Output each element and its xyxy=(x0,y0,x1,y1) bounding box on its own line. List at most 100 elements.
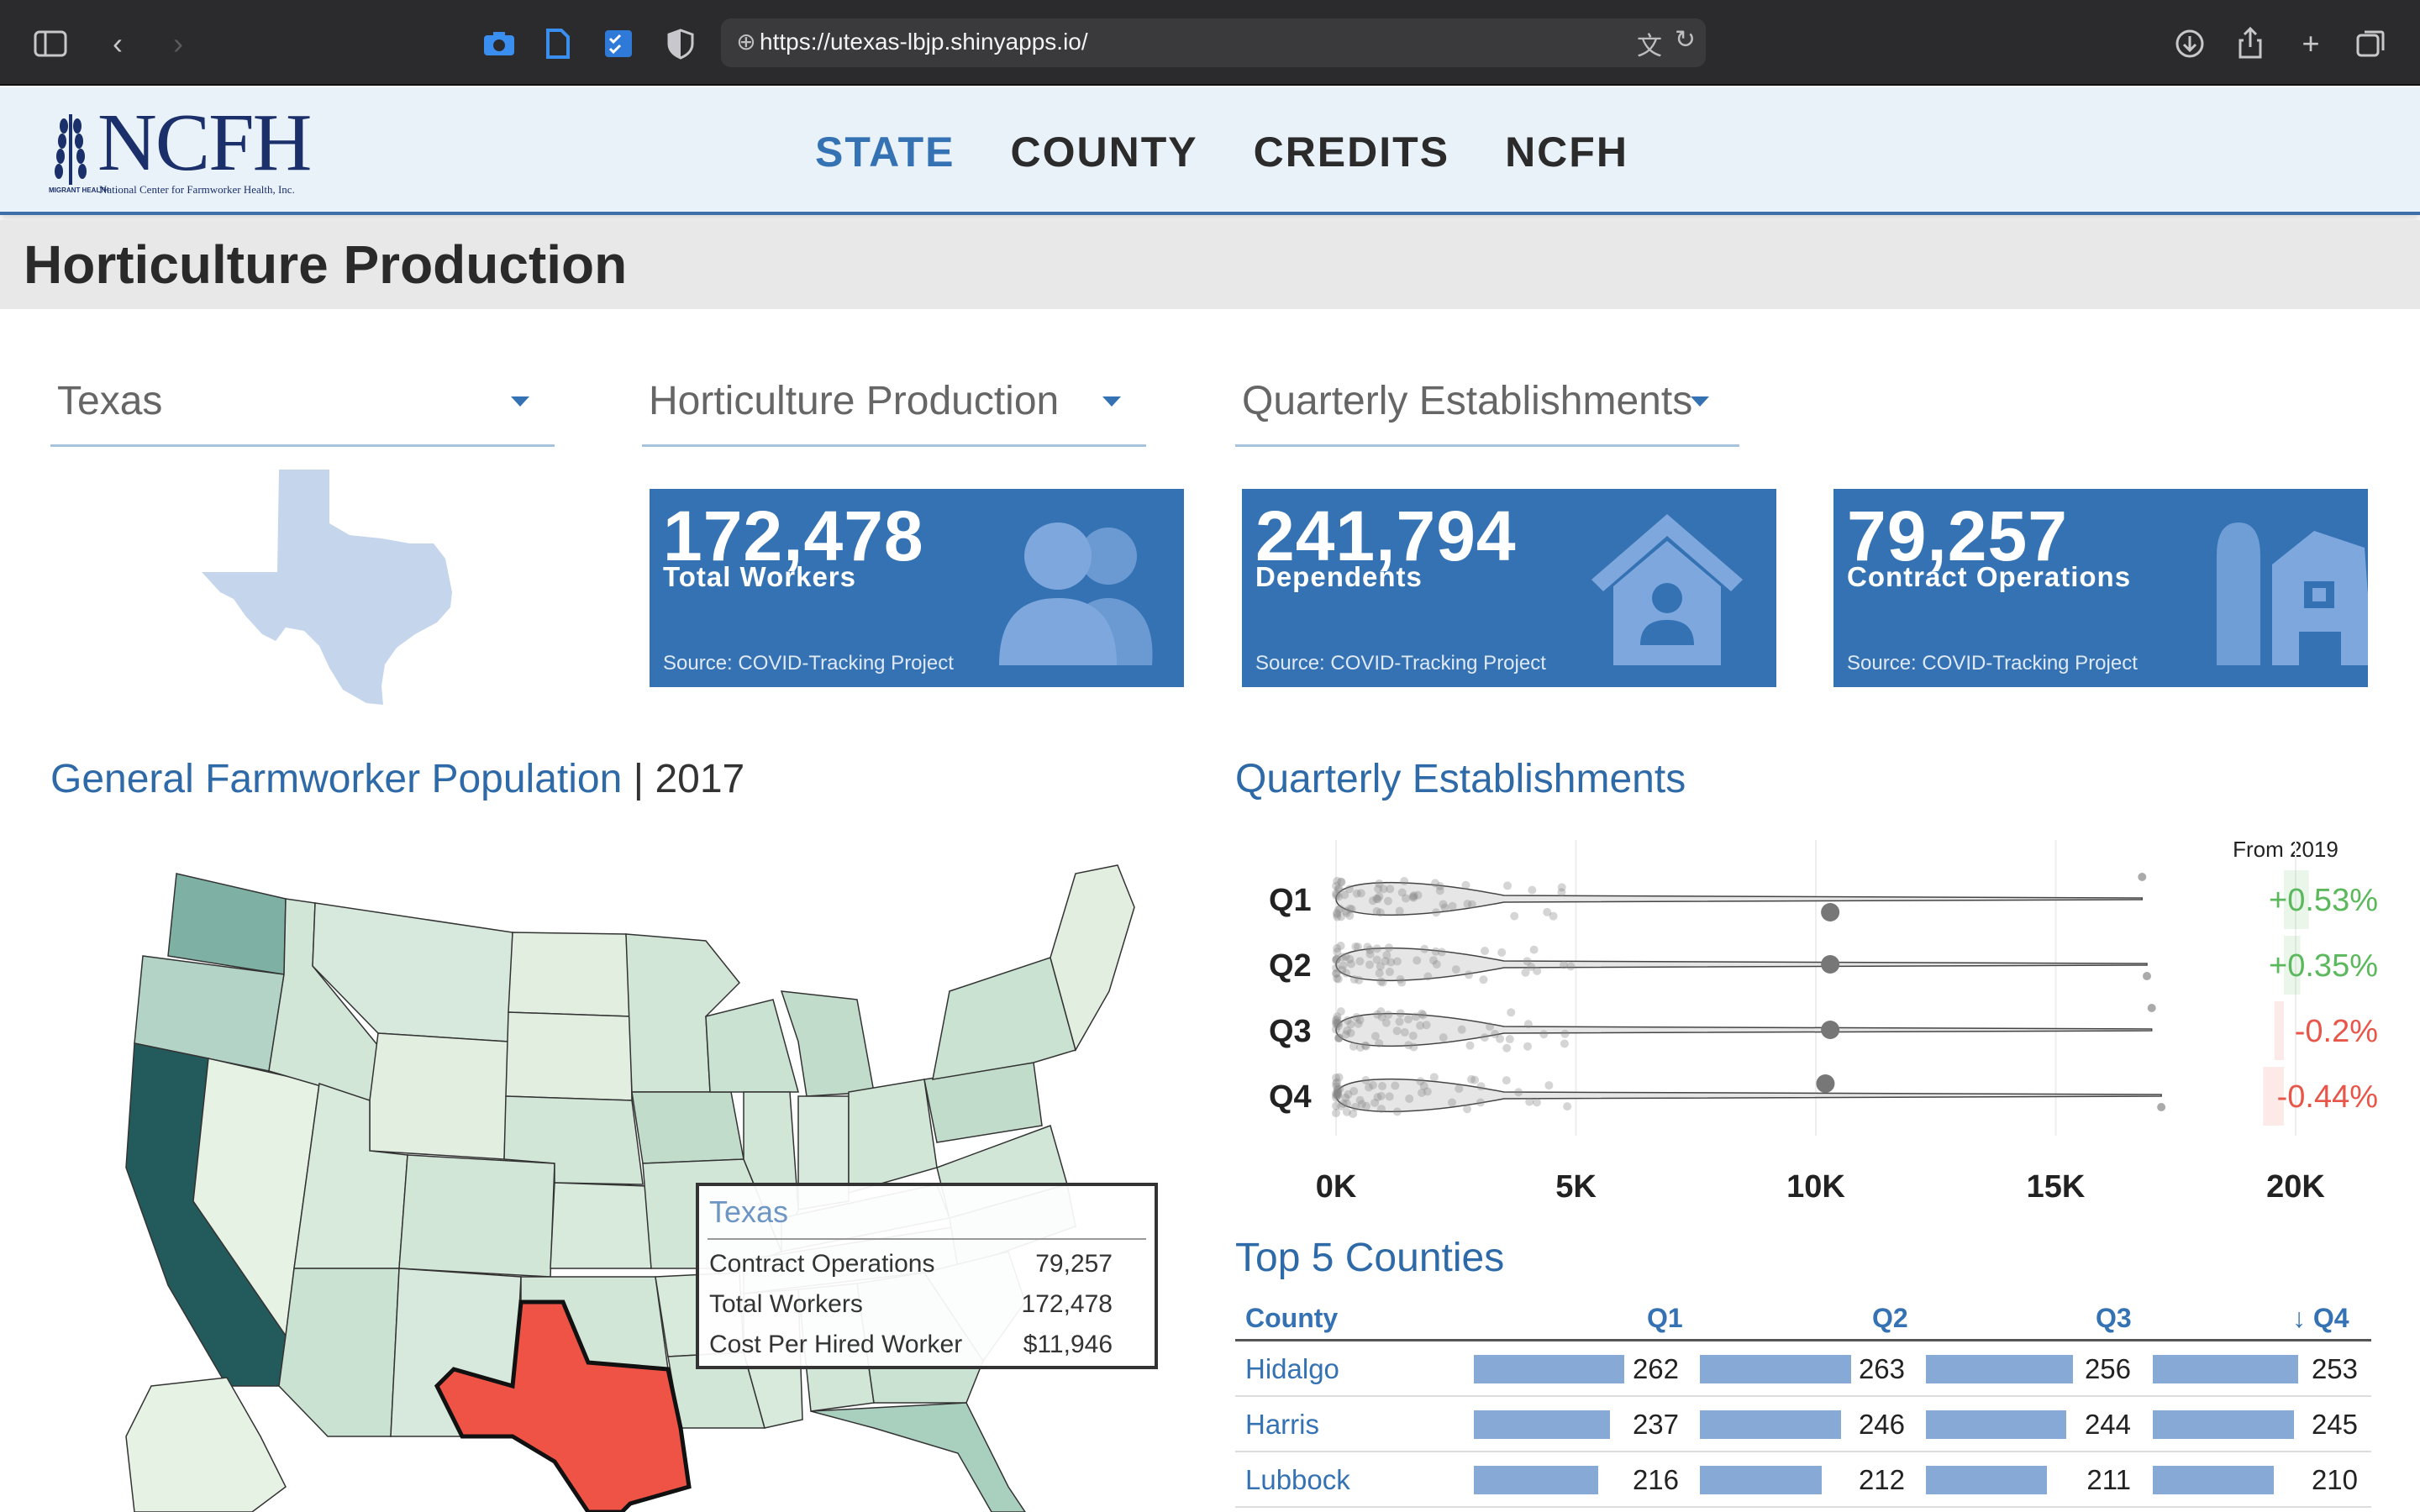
data-point xyxy=(1339,1100,1348,1109)
data-point xyxy=(1525,1097,1534,1106)
col-header-county[interactable]: County xyxy=(1245,1303,1339,1333)
downloads-icon[interactable] xyxy=(2171,25,2208,62)
map-state-kansas[interactable] xyxy=(550,1182,652,1269)
nav-credits[interactable]: CREDITS xyxy=(1253,129,1450,176)
col-header-q2[interactable]: Q2 xyxy=(1872,1303,1908,1333)
map-state-arizona[interactable] xyxy=(278,1268,400,1437)
data-point xyxy=(1384,943,1393,953)
data-point xyxy=(1376,1091,1386,1100)
data-point xyxy=(1334,1019,1343,1028)
address-bar[interactable]: ⊕ https://utexas-lbjp.shinyapps.io/ 文 ↻ xyxy=(721,18,1706,67)
house-user-icon xyxy=(1591,514,1743,665)
back-icon[interactable]: ‹ xyxy=(113,26,123,60)
metric-select[interactable]: Quarterly Establishments xyxy=(1235,370,1739,447)
data-point xyxy=(1496,1034,1505,1043)
nav-ncfh[interactable]: NCFH xyxy=(1505,129,1628,176)
top-counties-table: County Q1 Q2 Q3 ↓ Q4 Hidalgo 262 263 256 253… xyxy=(1235,1298,2371,1508)
data-point xyxy=(1400,877,1409,886)
data-point xyxy=(1510,911,1519,921)
data-point xyxy=(1408,1032,1418,1041)
data-point xyxy=(1333,1012,1342,1021)
nav-county[interactable]: COUNTY xyxy=(1010,129,1198,176)
state-select[interactable]: Texas xyxy=(50,370,555,447)
data-point xyxy=(1523,1042,1532,1051)
data-point xyxy=(1355,1016,1365,1025)
data-point xyxy=(1345,904,1355,913)
data-point xyxy=(1420,944,1429,953)
industry-select[interactable]: Horticulture Production xyxy=(642,370,1146,447)
map-state-florida[interactable] xyxy=(810,1402,1026,1512)
county-name-link[interactable]: Hidalgo xyxy=(1245,1353,1339,1384)
map-state-ohio[interactable] xyxy=(848,1079,938,1194)
map-state-wisconsin[interactable] xyxy=(705,999,799,1093)
share-icon[interactable] xyxy=(2232,25,2269,62)
data-point xyxy=(1379,885,1388,894)
data-point xyxy=(1544,1081,1554,1090)
forward-icon[interactable]: › xyxy=(173,26,183,60)
brand-tagline: National Center for Farmworker Health, I… xyxy=(99,183,295,196)
tasks-extension-icon[interactable] xyxy=(600,25,637,62)
data-point xyxy=(1437,948,1446,957)
data-point xyxy=(1486,1022,1495,1032)
new-tab-icon[interactable]: + xyxy=(2302,26,2320,60)
map-state-alaska[interactable] xyxy=(125,1377,287,1512)
data-point xyxy=(1372,906,1381,916)
tab-overview-icon[interactable] xyxy=(2353,25,2390,62)
data-point xyxy=(1423,1087,1432,1096)
quarter-label: Q1 xyxy=(1269,883,1312,918)
data-point xyxy=(1365,960,1374,969)
max-point xyxy=(1816,1074,1835,1093)
quarterly-establishments-chart[interactable]: From 2019 0K 5K 10K 15K 20K Q1 +0.53% Q2 +0.35% Q… xyxy=(1235,815,2395,1218)
top-counties-title: Top 5 Counties xyxy=(1235,1236,1505,1280)
change-label: -0.44% xyxy=(2277,1079,2378,1115)
map-state-new-england[interactable] xyxy=(1050,864,1135,1052)
map-state-texas[interactable] xyxy=(434,1299,692,1512)
camera-extension-icon[interactable] xyxy=(481,25,518,62)
tooltip-label: Contract Operations xyxy=(709,1250,935,1278)
data-point xyxy=(1345,954,1355,963)
page-title: Horticulture Production xyxy=(24,234,628,295)
ncfh-logo[interactable]: NCFH National Center for Farmworker Heal… xyxy=(49,101,326,198)
cell-bar xyxy=(1474,1466,1598,1494)
data-point xyxy=(1527,963,1536,972)
map-state-north-dakota[interactable] xyxy=(508,932,631,1017)
col-header-q1[interactable]: Q1 xyxy=(1647,1303,1683,1333)
data-point xyxy=(1341,906,1350,916)
data-point xyxy=(1333,1088,1342,1097)
url-text[interactable]: https://utexas-lbjp.shinyapps.io/ xyxy=(760,29,1088,55)
value-box-total-workers: 172,478 Total Workers Source: COVID-Trac… xyxy=(650,489,1184,687)
reload-icon[interactable]: ↻ xyxy=(1674,26,1696,54)
data-point xyxy=(1345,911,1355,921)
map-state-washington[interactable] xyxy=(167,873,287,975)
data-point xyxy=(1451,965,1460,974)
nav-state[interactable]: STATE xyxy=(815,129,955,176)
map-state-iowa[interactable] xyxy=(631,1091,744,1164)
data-point xyxy=(1334,1033,1344,1042)
page-extension-icon[interactable] xyxy=(539,25,576,62)
map-state-colorado[interactable] xyxy=(398,1154,555,1278)
map-state-wyoming[interactable] xyxy=(369,1032,509,1160)
tooltip-value: $11,946 xyxy=(1023,1331,1113,1358)
sidebar-toggle-icon[interactable] xyxy=(32,25,69,62)
county-name-link[interactable]: Harris xyxy=(1245,1409,1319,1440)
col-header-q4[interactable]: ↓ Q4 xyxy=(2292,1303,2349,1333)
change-bar xyxy=(2263,1067,2284,1126)
data-point xyxy=(1332,1018,1341,1027)
data-point xyxy=(1333,1078,1342,1087)
map-state-new-york[interactable] xyxy=(932,957,1076,1080)
map-state-michigan[interactable] xyxy=(780,990,875,1097)
data-point xyxy=(1332,1016,1341,1025)
us-choropleth-map[interactable] xyxy=(118,848,1160,1512)
data-point xyxy=(1332,1090,1341,1100)
county-name-link[interactable]: Lubbock xyxy=(1245,1464,1350,1495)
translate-icon[interactable]: 文 xyxy=(1637,33,1662,60)
data-point xyxy=(1514,1088,1523,1097)
privacy-shield-icon[interactable] xyxy=(662,25,699,62)
texas-outline-image xyxy=(202,470,452,705)
data-point xyxy=(1439,1033,1448,1042)
data-point xyxy=(1355,1043,1365,1053)
map-state-south-dakota[interactable] xyxy=(505,1011,633,1101)
data-point xyxy=(1333,876,1342,885)
col-header-q3[interactable]: Q3 xyxy=(2096,1303,2132,1333)
data-point xyxy=(1529,945,1539,954)
